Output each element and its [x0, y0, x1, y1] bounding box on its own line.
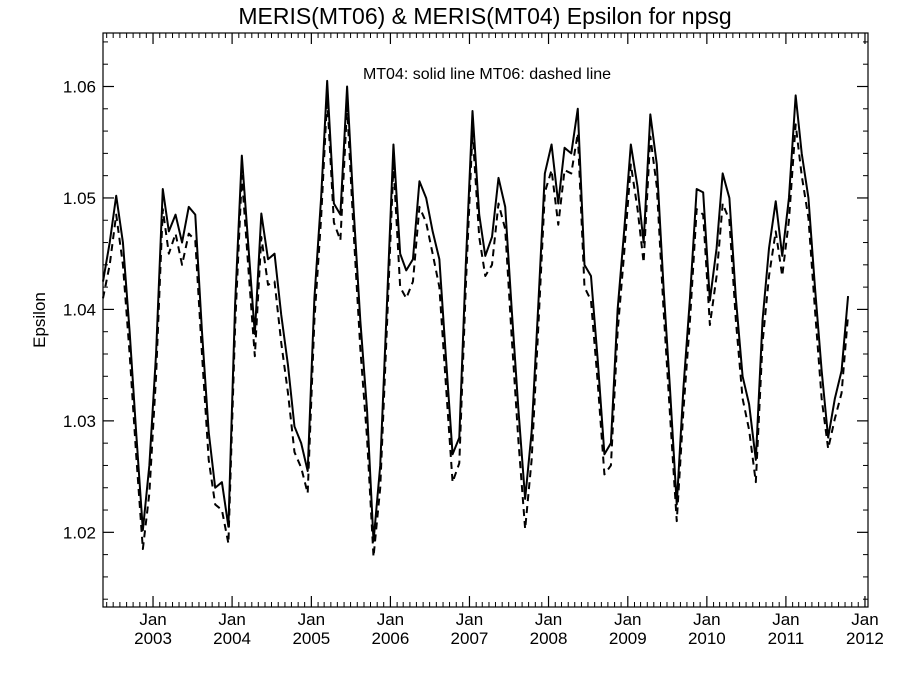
- x-tick-month-label: Jan: [456, 610, 483, 629]
- x-tick-year-label: 2012: [846, 629, 884, 648]
- legend-annotation: MT04: solid line MT06: dashed line: [363, 66, 611, 83]
- y-tick-label: 1.04: [63, 300, 96, 319]
- x-tick-year-label: 2004: [213, 629, 251, 648]
- y-tick-label: 1.02: [63, 523, 96, 542]
- x-tick-year-label: 2003: [134, 629, 172, 648]
- plot-frame: [102, 32, 869, 608]
- y-tick-label: 1.06: [63, 77, 96, 96]
- x-tick-year-label: 2011: [768, 629, 805, 648]
- x-tick-month-label: Jan: [614, 610, 641, 629]
- x-tick-year-label: 2007: [451, 629, 489, 648]
- x-tick-month-label: Jan: [693, 610, 720, 629]
- x-tick-month-label: Jan: [851, 610, 878, 629]
- x-tick-year-label: 2009: [609, 629, 647, 648]
- series-line-mt06: [102, 96, 850, 558]
- x-tick-month-label: Jan: [139, 610, 166, 629]
- axes: 1.021.031.041.051.06Jan2003Jan2004Jan200…: [63, 33, 884, 648]
- x-tick-month-label: Jan: [218, 610, 245, 629]
- x-tick-year-label: 2010: [688, 629, 726, 648]
- series-line-mt04: [102, 79, 850, 543]
- chart-title: MERIS(MT06) & MERIS(MT04) Epsilon for np…: [238, 3, 731, 29]
- y-tick-label: 1.03: [63, 412, 96, 431]
- x-tick-month-label: Jan: [298, 610, 325, 629]
- x-tick-month-label: Jan: [772, 610, 799, 629]
- x-tick-year-label: 2005: [292, 629, 330, 648]
- y-tick-label: 1.05: [63, 189, 96, 208]
- x-tick-year-label: 2008: [530, 629, 568, 648]
- x-tick-month-label: Jan: [377, 610, 404, 629]
- x-tick-month-label: Jan: [535, 610, 562, 629]
- series-layer: [102, 79, 850, 558]
- y-axis-label: Epsilon: [30, 292, 49, 348]
- x-tick-year-label: 2006: [372, 629, 410, 648]
